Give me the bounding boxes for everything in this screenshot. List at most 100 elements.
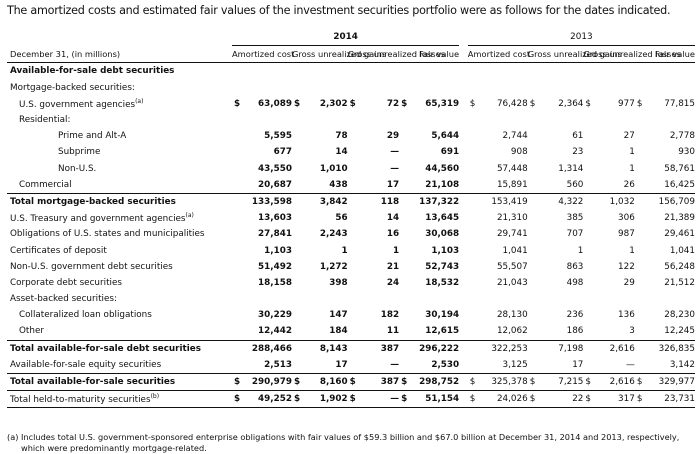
cell-value: — bbox=[390, 163, 400, 174]
row-label: Prime and Alt-A bbox=[7, 128, 232, 144]
currency-symbol bbox=[468, 357, 481, 374]
cell-value: 930 bbox=[678, 147, 695, 158]
currency-symbol bbox=[232, 339, 245, 357]
cell-value: 288,466 bbox=[244, 339, 292, 357]
cell-value: 3 bbox=[629, 326, 635, 337]
cell-value: 24 bbox=[386, 277, 400, 288]
cell-value: 987 bbox=[618, 229, 635, 240]
cell-value: 52,743 bbox=[425, 261, 460, 272]
cell-value: 137,322 bbox=[411, 192, 460, 211]
cell-value: 49,252 bbox=[244, 390, 292, 409]
currency-symbol: $ bbox=[636, 98, 643, 109]
table-row: Asset-backed securities: bbox=[7, 291, 695, 307]
year-2013-header: 2013 bbox=[467, 29, 695, 47]
currency-symbol bbox=[635, 242, 648, 258]
currency-symbol bbox=[468, 144, 481, 160]
row-label-text: Non-U.S. government debt securities bbox=[10, 261, 173, 272]
cell-value: 387 bbox=[360, 339, 400, 357]
table-row: Corporate debt securities 18,158 398 24 18,5… bbox=[7, 275, 695, 291]
currency-symbol bbox=[635, 307, 648, 323]
cell-value bbox=[481, 63, 528, 80]
2013-fair-value-header: Fair value bbox=[634, 45, 695, 64]
cell-value: 1,041 bbox=[502, 245, 528, 256]
cell-value bbox=[596, 63, 635, 80]
cell-value: 1,272 bbox=[319, 261, 348, 272]
currency-symbol bbox=[583, 128, 596, 144]
cell-value: 2,616 bbox=[596, 339, 635, 357]
table-row: U.S. Treasury and government agencies(a)… bbox=[7, 210, 695, 226]
currency-symbol: $ bbox=[634, 390, 648, 409]
currency-symbol bbox=[348, 259, 361, 275]
currency-symbol: $ bbox=[467, 390, 481, 409]
currency-symbol bbox=[292, 242, 305, 258]
currency-symbol bbox=[399, 339, 412, 357]
row-label-text: Prime and Alt-A bbox=[58, 131, 127, 142]
cell-value: 57,448 bbox=[496, 163, 528, 174]
currency-symbol bbox=[292, 210, 305, 226]
currency-symbol bbox=[348, 275, 361, 291]
cell-value bbox=[361, 80, 400, 96]
cell-value: — bbox=[390, 359, 400, 370]
currency-symbol bbox=[528, 226, 541, 242]
row-label-text: Total held-to-maturity securities bbox=[10, 395, 151, 406]
table-row: Certificates of deposit 1,103 1 1 1,103 1,041… bbox=[7, 242, 695, 258]
cell-value: 77,815 bbox=[664, 98, 695, 109]
table-row: Mortgage-backed securities: bbox=[7, 80, 695, 96]
row-label: Residential: bbox=[7, 112, 232, 128]
row-label-text: Corporate debt securities bbox=[10, 277, 122, 288]
currency-symbol bbox=[467, 339, 481, 357]
table-row: Commercial 20,687 438 17 21,108 15,891 560 26 16… bbox=[7, 177, 695, 194]
table-row: Subprime 677 14 — 691 908 23 1 930 bbox=[7, 144, 695, 160]
cell-value bbox=[305, 112, 348, 128]
cell-value: 13,603 bbox=[258, 213, 292, 224]
cell-value: 20,687 bbox=[258, 179, 292, 190]
cell-value bbox=[412, 80, 459, 96]
cell-value: 21,310 bbox=[496, 213, 528, 224]
currency-symbol: $ bbox=[291, 372, 305, 391]
currency-symbol bbox=[635, 259, 648, 275]
cell-value: 14 bbox=[386, 213, 400, 224]
cell-value: 398 bbox=[329, 277, 348, 288]
currency-symbol bbox=[583, 177, 596, 194]
currency-symbol bbox=[528, 177, 541, 194]
cell-value: 23 bbox=[572, 147, 584, 158]
currency-symbol bbox=[232, 307, 245, 323]
cell-value: 306 bbox=[618, 213, 635, 224]
cell-value bbox=[245, 291, 292, 307]
row-label-text: Available-for-sale equity securities bbox=[10, 359, 162, 370]
currency-symbol bbox=[583, 307, 596, 323]
table-row: Available-for-sale equity securities 2,51… bbox=[7, 357, 695, 374]
currency-symbol: $ bbox=[529, 98, 536, 109]
cell-value: 147 bbox=[329, 310, 348, 321]
currency-symbol: $ bbox=[585, 98, 592, 109]
2014-amortized-cost-header: Amortized cost bbox=[232, 45, 294, 64]
cell-value: 5,595 bbox=[264, 131, 292, 142]
currency-symbol bbox=[528, 210, 541, 226]
cell-value bbox=[361, 291, 400, 307]
investment-securities-table: 2014 2013 December 31, (in millions) Amorti… bbox=[7, 29, 695, 409]
currency-symbol bbox=[292, 226, 305, 242]
currency-symbol bbox=[232, 192, 245, 211]
row-label: Non-U.S. bbox=[7, 161, 232, 177]
currency-symbol bbox=[232, 226, 245, 242]
cell-value bbox=[541, 80, 584, 96]
currency-symbol bbox=[468, 80, 481, 96]
currency-symbol bbox=[347, 339, 361, 357]
row-label-text: Certificates of deposit bbox=[10, 245, 107, 256]
cell-value: 56 bbox=[335, 213, 348, 224]
row-label-text: U.S. government agencies bbox=[19, 99, 136, 110]
currency-symbol bbox=[635, 226, 648, 242]
currency-symbol bbox=[292, 144, 305, 160]
currency-symbol bbox=[348, 210, 361, 226]
currency-symbol bbox=[635, 357, 648, 374]
currency-symbol bbox=[399, 307, 412, 323]
cell-value: 16 bbox=[386, 229, 400, 240]
row-label-text: Total mortgage-backed securities bbox=[10, 196, 176, 207]
cell-value: 2,744 bbox=[502, 131, 528, 142]
cell-value: 329,977 bbox=[647, 372, 695, 391]
currency-symbol bbox=[635, 112, 648, 128]
currency-symbol bbox=[635, 128, 648, 144]
currency-symbol bbox=[292, 80, 305, 96]
currency-symbol bbox=[292, 161, 305, 177]
currency-symbol bbox=[347, 192, 361, 211]
